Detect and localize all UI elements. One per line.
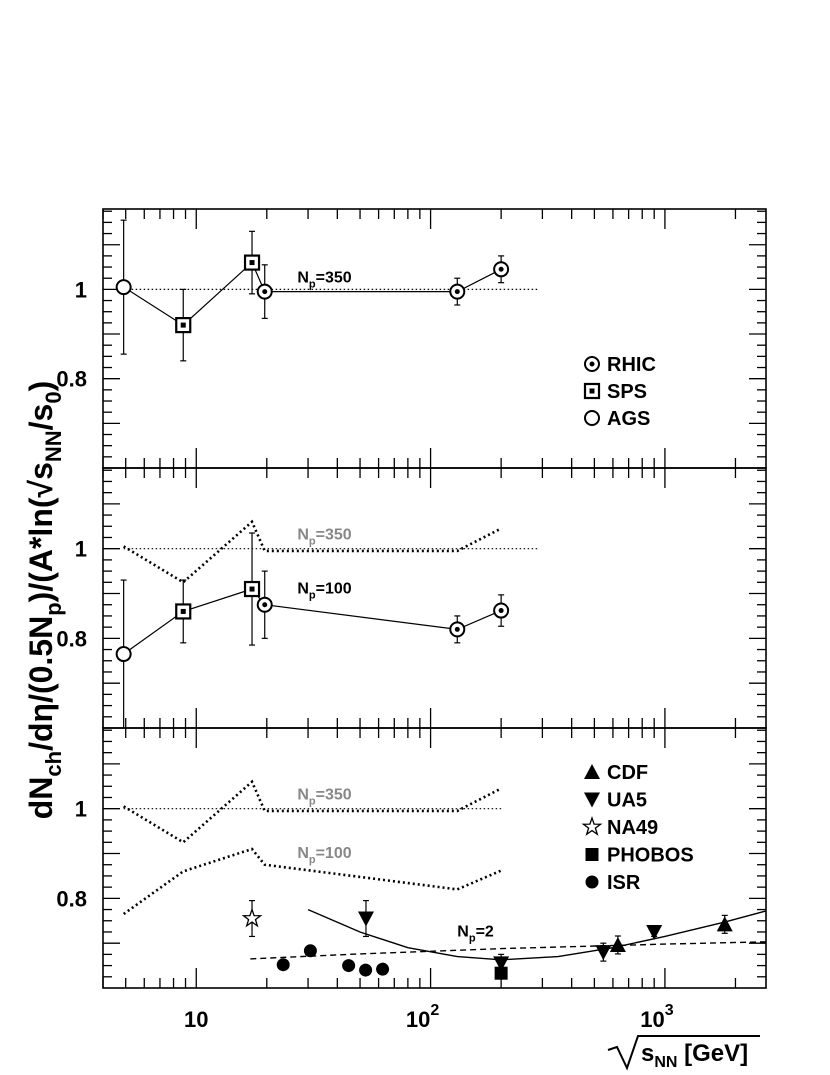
x-tick-label: 10 — [184, 1007, 208, 1032]
fit-curve-solid — [307, 908, 767, 961]
data-point-isr — [303, 944, 317, 958]
data-point-sps-center — [180, 608, 186, 614]
legend-marker-ags — [584, 410, 600, 426]
data-point-rhic-center — [262, 602, 268, 608]
panel-middle: 0.8 1 Np=350 Np=100 — [56, 467, 767, 729]
legend-marker-isr — [585, 875, 599, 889]
legend-marker-cdf — [584, 764, 600, 779]
data-point-sps-center — [249, 260, 255, 266]
legend-label: ISR — [607, 872, 641, 894]
data-point-phobos — [494, 966, 508, 980]
data-point-ags — [115, 646, 132, 663]
data-point-ags — [115, 279, 132, 296]
data-point-ua5 — [595, 945, 612, 961]
data-point-rhic-center — [498, 266, 504, 272]
np-annotation: Np=100 — [297, 845, 351, 866]
legend-marker-sps-center — [589, 388, 595, 394]
x-axis-title: sNN [GeV] — [607, 1035, 760, 1071]
data-point-isr — [276, 958, 290, 972]
data-point-sps-center — [180, 322, 186, 328]
data-point-rhic-center — [498, 608, 504, 614]
data-point-ua5 — [357, 911, 374, 927]
np-annotation: Np=350 — [297, 527, 351, 548]
np-annotation: Np=2 — [457, 923, 494, 944]
panel-frame — [102, 727, 767, 989]
data-point-rhic-center — [262, 289, 268, 295]
y-tick-label: 0.8 — [56, 367, 87, 392]
legend-label: NA49 — [607, 817, 658, 839]
svg-text:sNN [GeV]: sNN [GeV] — [641, 1040, 748, 1071]
data-point-isr — [376, 962, 390, 976]
x-axis-sqrt-symbol — [607, 1035, 760, 1071]
np-annotation: Np=350 — [297, 787, 351, 808]
y-tick-label: 0.8 — [56, 626, 87, 651]
fit-curve-dashed — [250, 941, 767, 960]
panel-bottom: 0.8 1 Np=350 Np=100 Np=2 CDF UA5 NA49 PHOBOS ISR — [56, 727, 767, 989]
data-point-isr — [359, 963, 373, 977]
legend-marker-ua5 — [584, 792, 600, 808]
data-point-ua5 — [493, 956, 510, 972]
plot-panels: 0.8 1 Np=350 RHIC SPS AGS 0.8 1 Np=350 Np=100 0.8 1… — [56, 208, 767, 1032]
data-point-ua5 — [646, 924, 663, 940]
connecting-line — [123, 261, 502, 326]
data-point-sps-center — [249, 586, 255, 592]
data-point-na49 — [241, 907, 263, 928]
panel-top: 0.8 1 Np=350 RHIC SPS AGS — [56, 208, 767, 469]
np-annotation: Np=100 — [297, 581, 351, 602]
panel-frame — [102, 208, 767, 469]
x-tick-label: 103 — [640, 1002, 673, 1032]
legend-label: PHOBOS — [607, 845, 694, 867]
panel-frame — [102, 467, 767, 729]
np350-curve — [123, 779, 502, 844]
data-point-cdf — [609, 936, 626, 952]
legend-marker-phobos — [585, 848, 599, 861]
x-tick-label: 102 — [406, 1002, 439, 1032]
legend-label: CDF — [607, 762, 648, 784]
legend-label: AGS — [607, 408, 650, 430]
data-point-rhic-center — [454, 626, 460, 632]
legend-label: RHIC — [607, 354, 656, 376]
y-tick-label: 0.8 — [56, 886, 87, 911]
y-axis-sqrt: √ — [23, 479, 59, 497]
y-axis-title: dNch/dη/(0.5Np)/(A*ln(√sNN/s0) — [23, 381, 66, 820]
y-tick-label: 1 — [75, 537, 87, 562]
legend-label: UA5 — [607, 790, 647, 812]
np100-curve — [122, 847, 502, 916]
np-annotation: Np=350 — [297, 270, 351, 291]
y-tick-label: 1 — [75, 797, 87, 822]
data-point-cdf — [716, 916, 733, 932]
legend-label: SPS — [607, 381, 647, 403]
legend-marker-rhic-center — [589, 361, 595, 367]
data-point-rhic-center — [454, 289, 460, 295]
legend: CDF UA5 NA49 PHOBOS ISR — [581, 762, 694, 894]
data-point-isr — [342, 959, 356, 973]
legend: RHIC SPS AGS — [583, 354, 656, 430]
y-tick-label: 1 — [75, 277, 87, 302]
legend-marker-na49 — [581, 816, 603, 836]
np350-curve — [123, 519, 502, 584]
